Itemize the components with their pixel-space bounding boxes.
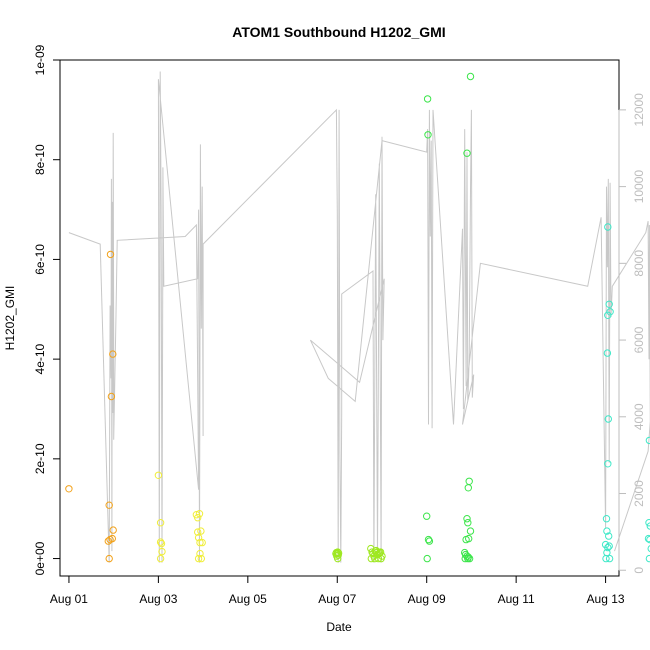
data-point-s3-2 (423, 512, 431, 520)
x-axis: Aug 01 Aug 03 Aug 05 Aug 07 Aug 09 Aug 11 Aug … (50, 575, 625, 606)
data-point-s1-10 (197, 527, 205, 535)
data-point-s3-4 (425, 537, 434, 545)
data-point-s1-2 (156, 538, 165, 546)
data-point-s1-12 (196, 538, 204, 547)
data-point-s2-5 (334, 549, 343, 557)
data-point-s0-1 (104, 537, 113, 545)
x-tick-label-4: Aug 09 (408, 592, 446, 606)
data-point-s2-7 (332, 549, 340, 558)
data-point-s1-14 (194, 554, 203, 563)
data-point-s3-20 (461, 554, 469, 563)
data-point-s3-0 (423, 95, 432, 103)
data-point-s3-1 (424, 131, 432, 139)
x-tick-label-3: Aug 07 (318, 592, 356, 606)
data-point-s4-4 (603, 349, 612, 357)
data-point-s4-1 (605, 300, 613, 308)
data-point-s1-5 (156, 554, 165, 563)
data-point-s4-0 (604, 223, 612, 231)
data-point-s0-4 (105, 554, 113, 563)
data-point-s4-21 (647, 545, 650, 553)
y2-tick-label-1: 2000 (632, 480, 646, 507)
x-tick-label-2: Aug 05 (229, 592, 267, 606)
y-tick-label-3: 6e-10 (33, 244, 47, 275)
y-tick-label-0: 0e+00 (33, 541, 47, 575)
y2-tick-label-3: 6000 (632, 326, 646, 353)
data-point-s3-11 (464, 519, 472, 527)
data-point-s1-3 (157, 539, 166, 548)
data-point-s3-5 (423, 554, 431, 563)
data-point-s4-22 (645, 554, 650, 563)
data-point-s1-7 (194, 514, 202, 522)
data-point-s2-19 (367, 554, 375, 563)
data-point-s0-6 (109, 526, 117, 534)
data-point-s2-21 (374, 554, 383, 563)
data-point-s2-22 (377, 554, 385, 563)
x-tick-label-1: Aug 03 (139, 592, 177, 606)
y2-axis: 0 2000 4000 6000 8000 10000 12000 (618, 93, 646, 574)
data-point-s1-13 (198, 538, 206, 547)
data-point-s1-16 (196, 549, 204, 558)
data-point-s3-9 (464, 484, 472, 492)
data-point-s4-11 (604, 543, 612, 552)
y2-tick-label-4: 8000 (632, 250, 646, 277)
data-point-s3-13 (465, 534, 473, 543)
altitude-series (68, 71, 650, 563)
data-point-s4-15 (605, 554, 614, 563)
data-point-s3-3 (424, 535, 433, 544)
data-point-s0-5 (108, 534, 117, 543)
x-tick-label-6: Aug 13 (587, 592, 625, 606)
data-point-s0-0 (65, 485, 73, 493)
data-point-s0-2 (105, 501, 113, 509)
data-point-s3-8 (465, 477, 473, 485)
altitude-line (68, 71, 650, 563)
data-point-s3-6 (463, 149, 471, 157)
data-point-s1-8 (195, 510, 204, 518)
data-point-s4-7 (602, 515, 611, 523)
data-point-s4-14 (602, 554, 610, 563)
y-axis: 0e+00 2e-10 4e-10 6e-10 8e-10 1e-09 (33, 44, 60, 575)
data-point-s3-14 (466, 527, 475, 535)
data-point-s3-21 (464, 554, 472, 563)
y2-tick-label-5: 10000 (632, 170, 646, 204)
data-points-layer (65, 72, 650, 563)
data-point-s1-11 (194, 533, 203, 542)
y-tick-label-4: 8e-10 (33, 144, 47, 175)
data-point-s3-7 (466, 72, 475, 81)
data-point-s4-3 (604, 311, 612, 319)
data-point-s1-0 (154, 471, 163, 479)
data-point-s4-9 (605, 532, 613, 540)
data-point-s1-9 (194, 528, 202, 536)
data-point-s4-18 (646, 522, 650, 530)
data-point-s4-19 (644, 534, 650, 543)
data-point-s0-9 (106, 250, 115, 259)
y2-tick-label-6: 12000 (632, 93, 646, 127)
data-point-s0-8 (109, 350, 117, 358)
data-point-s4-8 (603, 527, 611, 535)
y-axis-title: H1202_GMI (3, 286, 17, 351)
data-point-s4-12 (605, 542, 613, 550)
y2-tick-label-0: 0 (632, 567, 646, 574)
data-point-s1-15 (197, 554, 206, 563)
data-point-s1-1 (156, 519, 165, 527)
data-point-s1-4 (158, 547, 166, 556)
data-point-s2-23 (372, 546, 380, 555)
y-tick-label-5: 1e-09 (33, 44, 47, 75)
x-tick-label-0: Aug 01 (50, 592, 88, 606)
data-point-s4-6 (604, 460, 612, 468)
y-tick-label-2: 4e-10 (33, 343, 47, 374)
data-point-s0-7 (107, 392, 116, 401)
data-point-s4-17 (645, 519, 650, 527)
y2-tick-label-2: 4000 (632, 403, 646, 430)
chart-title: ATOM1 Southbound H1202_GMI (232, 24, 445, 40)
data-point-s2-6 (334, 554, 342, 563)
y-tick-label-1: 2e-10 (33, 443, 47, 474)
x-tick-label-5: Aug 11 (498, 592, 535, 606)
data-point-s4-16 (645, 436, 650, 445)
data-point-s3-10 (463, 515, 471, 523)
x-axis-title: Date (326, 620, 352, 634)
data-point-s4-5 (604, 415, 612, 423)
